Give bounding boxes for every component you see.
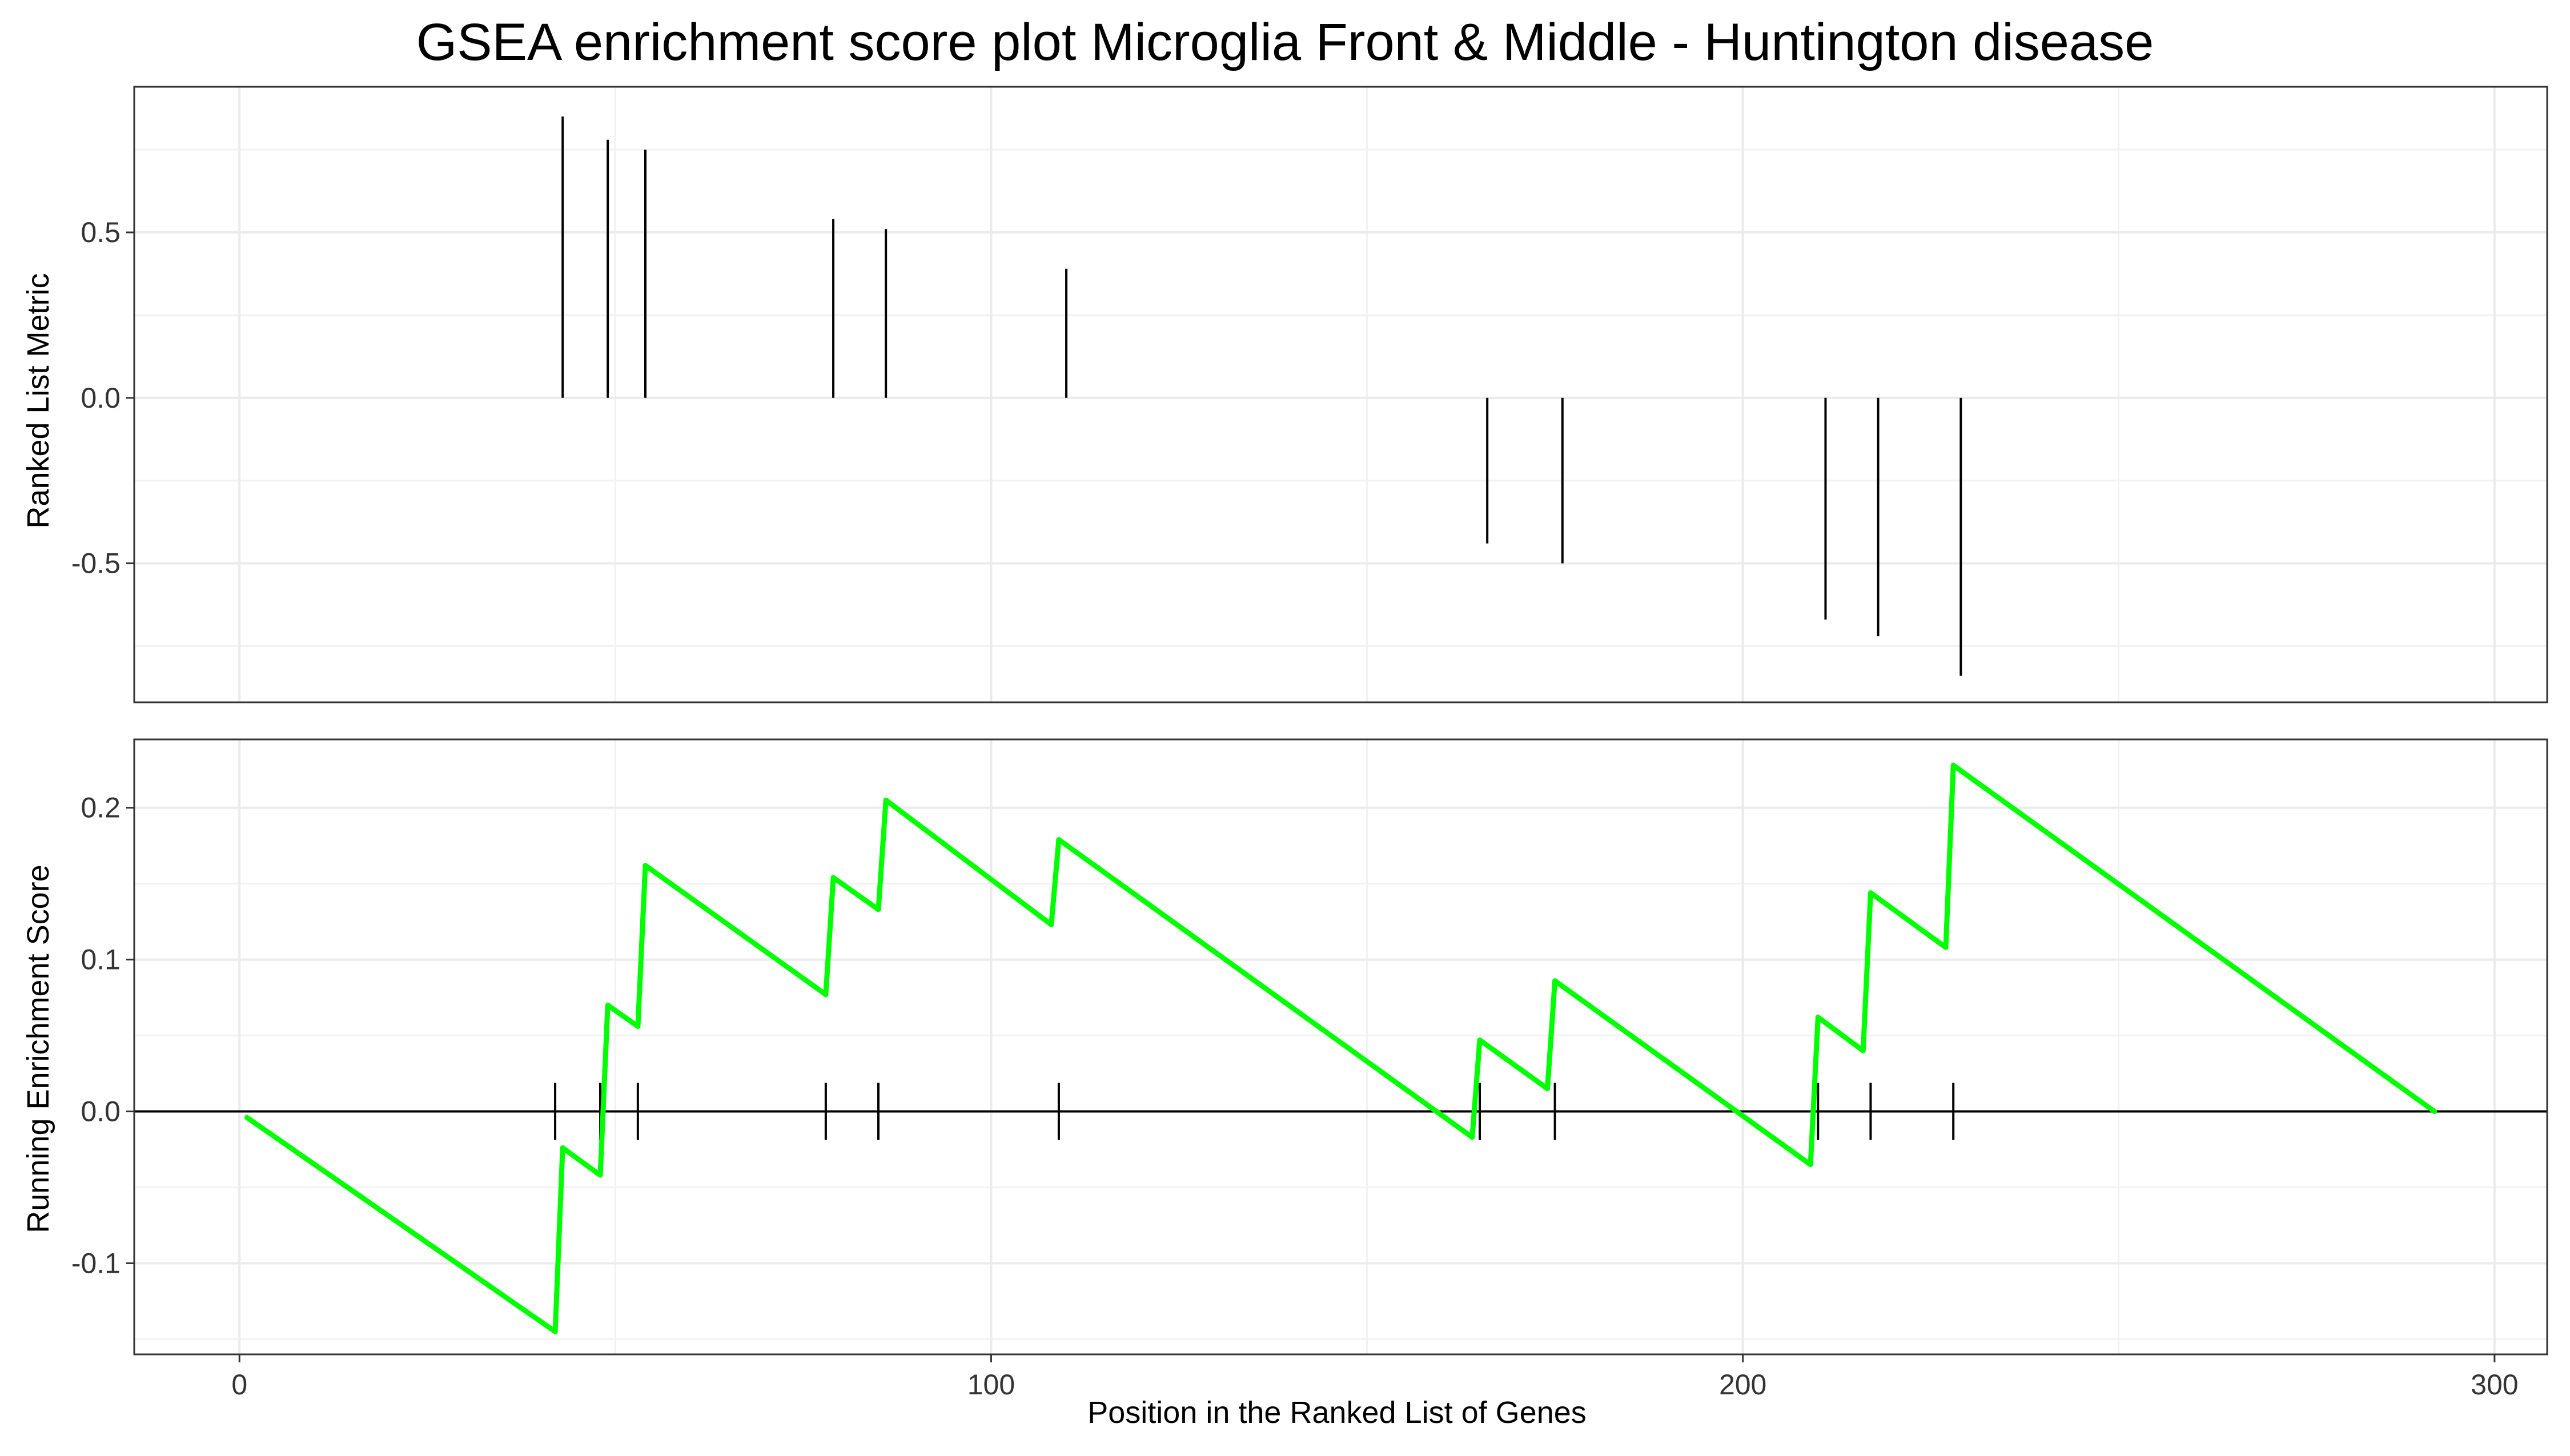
top-y-tick-label: 0.0 [81,382,121,414]
bottom-y-tick-label: 0.2 [81,792,121,824]
bottom-y-tick-label: -0.1 [71,1247,121,1279]
top-panel-background [134,87,2547,702]
bottom-panel-border [133,738,2548,1356]
bottom-y-tick-label: 0.1 [81,944,121,976]
running-es-line [244,762,2438,1334]
bottom-y-tick-label: 0.0 [81,1096,121,1128]
chart-title: GSEA enrichment score plot Microglia Fro… [416,13,2154,71]
bottom-panel-running-score: -0.1 0.0 0.1 0.2 0 100 200 300 [71,738,2548,1401]
top-panel-border [133,86,2548,703]
x-tick-label: 100 [967,1369,1015,1401]
top-y-axis-label: Ranked List Metric [21,273,55,528]
x-tick-label: 300 [2471,1369,2518,1401]
bottom-panel-background [134,739,2547,1354]
bottom-y-axis-label: Running Enrichment Score [21,864,55,1233]
top-y-tick-label: 0.5 [81,216,121,248]
x-tick-label: 0 [231,1369,247,1401]
x-tick-label: 200 [1719,1369,1766,1401]
x-axis-label: Position in the Ranked List of Genes [1087,1395,1587,1430]
top-y-tick-label: -0.5 [71,548,121,580]
top-panel-ranked-metric: -0.5 0.0 0.5 [71,86,2548,703]
